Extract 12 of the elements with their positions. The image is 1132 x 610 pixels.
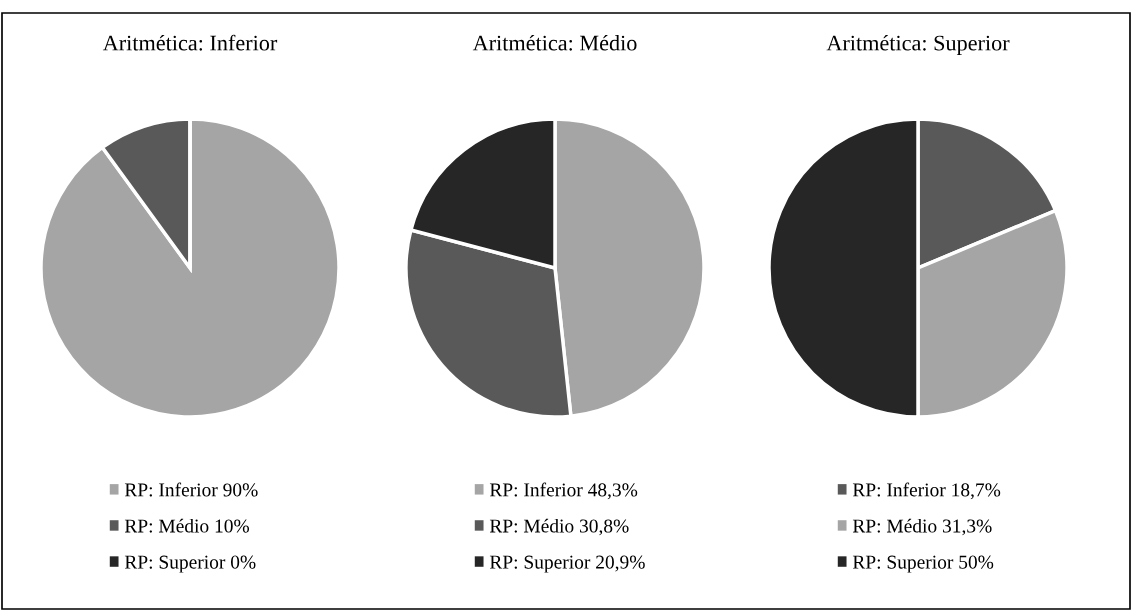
legend-label: RP: Inferior 90% [124,482,258,497]
legend-label: RP: Superior 0% [124,555,256,573]
chart-title: Aritmética: Superior [826,34,1010,56]
legend-label: RP: Médio 31,3% [852,518,992,536]
legend-label: RP: Médio 30,8% [489,518,629,536]
legend-label: RP: Superior 50% [852,555,994,573]
legend-label: RP: Médio 10% [124,518,250,533]
legend-label: RP: Inferior 18,7% [852,482,1001,500]
chart-title: Aritmética: Inferior [102,34,278,51]
legend-label: RP: Superior 20,9% [489,555,645,573]
legend-label: RP: Inferior 48,3% [489,482,638,500]
chart-title: Aritmética: Médio [472,34,637,51]
